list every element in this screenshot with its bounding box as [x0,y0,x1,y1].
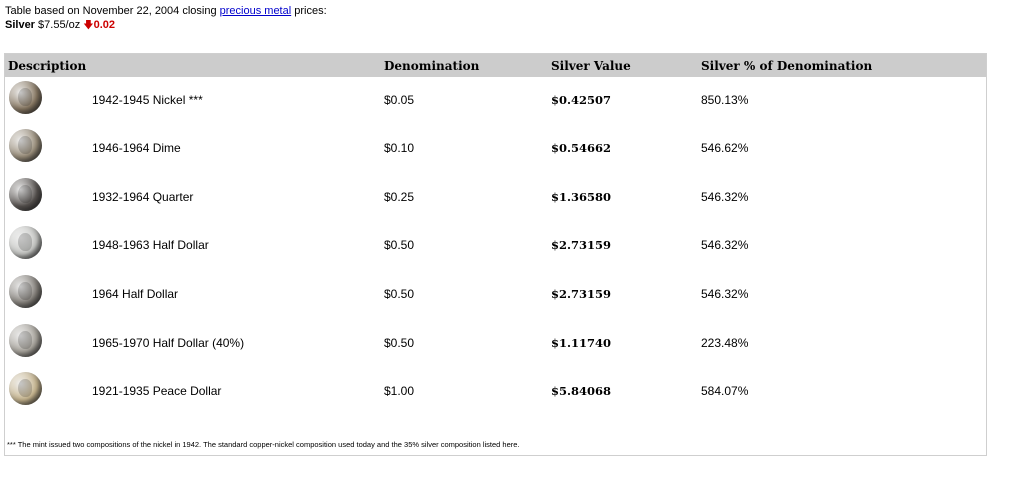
precious-metal-link[interactable]: precious metal [219,5,292,17]
table-header: Description Denomination Silver Value Si… [5,54,986,77]
row-denomination: $0.50 [384,336,415,350]
row-silver-value: $1.36580 [551,190,612,204]
quarter-coin-icon [9,178,42,211]
kennedy-half-dollar-coin-icon [9,275,42,308]
row-silver-pct: 850.13% [701,93,749,107]
row-denomination: $0.50 [384,238,415,252]
header-description: Description [8,59,87,73]
silver-price-line: Silver $7.55/oz 🡇0.02 [5,18,327,33]
intro-prefix: Table based on November 22, 2004 closing [5,5,220,17]
nickel-coin-icon [9,81,42,114]
row-description: 1946-1964 Dime [92,141,181,155]
header-silver-pct: Silver % of Denomination [701,59,873,73]
row-description: 1932-1964 Quarter [92,190,194,204]
table-row: 1932-1964 Quarter $0.25 $1.36580 546.32% [5,174,986,222]
row-silver-value: $0.42507 [551,93,612,107]
table-row: 1942-1945 Nickel *** $0.05 $0.42507 850.… [5,77,986,125]
row-description: 1948-1963 Half Dollar [92,238,209,252]
row-denomination: $0.05 [384,93,415,107]
down-arrow-icon: 🡇 [83,20,94,31]
row-silver-value: $5.84068 [551,384,612,398]
intro-line: Table based on November 22, 2004 closing… [5,4,327,18]
row-description: 1965-1970 Half Dollar (40%) [92,336,245,350]
table-footnote: *** The mint issued two compositions of … [7,440,520,449]
row-denomination: $0.25 [384,190,415,204]
silver-value-table: Description Denomination Silver Value Si… [4,53,987,456]
row-silver-pct: 546.32% [701,238,749,252]
intro-text: Table based on November 22, 2004 closing… [5,4,327,33]
row-silver-value: $1.11740 [551,336,612,350]
silver-label: Silver [5,19,35,31]
intro-suffix: prices: [291,5,327,17]
kennedy-half-dollar-40-coin-icon [9,324,42,357]
row-silver-value: $2.73159 [551,238,612,252]
header-denomination: Denomination [384,59,480,73]
row-denomination: $1.00 [384,384,415,398]
row-denomination: $0.10 [384,141,415,155]
row-silver-pct: 584.07% [701,384,749,398]
table-row: 1964 Half Dollar $0.50 $2.73159 546.32% [5,271,986,319]
table-row: 1921-1935 Peace Dollar $1.00 $5.84068 58… [5,368,986,416]
row-silver-pct: 546.62% [701,141,749,155]
half-dollar-coin-icon [9,226,42,259]
silver-price: $7.55/oz [38,19,81,31]
table-row: 1948-1963 Half Dollar $0.50 $2.73159 546… [5,222,986,270]
dime-coin-icon [9,129,42,162]
header-silver-value: Silver Value [551,59,631,73]
row-silver-pct: 223.48% [701,336,749,350]
row-silver-value: $0.54662 [551,141,612,155]
row-silver-value: $2.73159 [551,287,612,301]
row-description: 1921-1935 Peace Dollar [92,384,222,398]
row-description: 1964 Half Dollar [92,287,179,301]
row-denomination: $0.50 [384,287,415,301]
price-change: 0.02 [93,19,115,31]
table-row: 1965-1970 Half Dollar (40%) $0.50 $1.117… [5,320,986,368]
table-row: 1946-1964 Dime $0.10 $0.54662 546.62% [5,125,986,173]
peace-dollar-coin-icon [9,372,42,405]
row-silver-pct: 546.32% [701,287,749,301]
row-description: 1942-1945 Nickel *** [92,93,203,107]
row-silver-pct: 546.32% [701,190,749,204]
